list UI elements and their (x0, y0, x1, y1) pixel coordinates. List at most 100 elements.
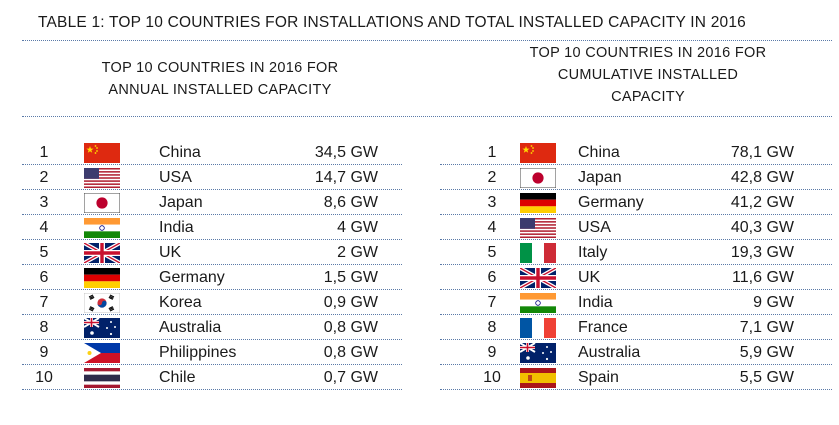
rank-cell: 8 (487, 319, 497, 336)
table-row: 1 China 78,1 GW (440, 141, 832, 165)
country-name: Spain (578, 369, 619, 386)
country-name: USA (159, 169, 192, 186)
right-heading-line: CUMULATIVE INSTALLED (557, 67, 739, 83)
table-row: 6 UK 11,6 GW (440, 266, 832, 290)
capacity-value: 34,5 GW (314, 144, 378, 161)
rank-cell: 1 (487, 144, 497, 161)
rank-cell: 4 (39, 219, 49, 236)
country-name: UK (578, 269, 601, 286)
rank-cell: 9 (487, 344, 497, 361)
right-heading-line: CAPACITY (611, 89, 685, 105)
uk-flag (520, 268, 556, 288)
philippines-flag (84, 343, 120, 363)
capacity-value: 40,3 GW (730, 219, 794, 236)
row-divider (440, 314, 832, 315)
capacity-value: 0,9 GW (323, 294, 378, 311)
table-row: 4 USA 40,3 GW (440, 216, 832, 240)
table-row: 2 Japan 42,8 GW (440, 166, 832, 190)
row-divider (440, 289, 832, 290)
thailand-flag (84, 368, 120, 388)
country-name: Germany (578, 194, 644, 211)
australia-flag (520, 343, 556, 363)
row-divider (22, 364, 402, 365)
country-name: USA (578, 219, 611, 236)
rank-cell: 5 (39, 244, 49, 261)
rank-cell: 2 (487, 169, 497, 186)
table-row: 10 Spain 5,5 GW (440, 366, 832, 390)
table-row: 4 India 4 GW (22, 216, 402, 240)
rank-cell: 3 (39, 194, 49, 211)
table-row: 3 Germany 41,2 GW (440, 191, 832, 215)
rank-cell: 7 (487, 294, 497, 311)
japan-flag (520, 168, 556, 188)
country-name: Germany (159, 269, 225, 286)
left-heading-line: TOP 10 COUNTRIES IN 2016 FOR (101, 60, 339, 76)
capacity-value: 0,7 GW (323, 369, 378, 386)
china-flag (84, 143, 120, 163)
table-row: 7 India 9 GW (440, 291, 832, 315)
capacity-value: 0,8 GW (323, 319, 378, 336)
row-divider (440, 264, 832, 265)
table-row: 2 USA 14,7 GW (22, 166, 402, 190)
capacity-value: 19,3 GW (730, 244, 794, 261)
row-divider (22, 314, 402, 315)
title-divider (22, 40, 832, 41)
capacity-value: 78,1 GW (730, 144, 794, 161)
germany-flag (520, 193, 556, 213)
rank-cell: 10 (483, 369, 501, 386)
left-heading-line: ANNUAL INSTALLED CAPACITY (108, 82, 332, 98)
capacity-value: 7,1 GW (739, 319, 794, 336)
italy-flag (520, 243, 556, 263)
rank-cell: 9 (39, 344, 49, 361)
capacity-value: 9 GW (753, 294, 794, 311)
country-name: Korea (159, 294, 202, 311)
row-divider (22, 264, 402, 265)
rank-cell: 8 (39, 319, 49, 336)
row-divider (22, 239, 402, 240)
table-row: 5 UK 2 GW (22, 241, 402, 265)
capacity-value: 1,5 GW (323, 269, 378, 286)
usa-flag (520, 218, 556, 238)
capacity-value: 4 GW (337, 219, 378, 236)
country-name: Italy (578, 244, 608, 261)
country-name: India (578, 294, 613, 311)
row-divider (440, 389, 832, 390)
capacity-value: 14,7 GW (314, 169, 378, 186)
uk-flag (84, 243, 120, 263)
table-row: 9 Philippines 0,8 GW (22, 341, 402, 365)
capacity-value: 11,6 GW (732, 269, 794, 286)
capacity-value: 42,8 GW (730, 169, 794, 186)
country-name: Japan (578, 169, 622, 186)
table-row: 7 Korea 0,9 GW (22, 291, 402, 315)
japan-flag (84, 193, 120, 213)
table-row: 1 China 34,5 GW (22, 141, 402, 165)
row-divider (22, 189, 402, 190)
capacity-value: 0,8 GW (323, 344, 378, 361)
country-name: Australia (578, 344, 641, 361)
capacity-value: 41,2 GW (730, 194, 794, 211)
spain-flag (520, 368, 556, 388)
france-flag (520, 318, 556, 338)
rank-cell: 3 (487, 194, 497, 211)
country-name: Chile (159, 369, 196, 386)
table-row: 5 Italy 19,3 GW (440, 241, 832, 265)
right-heading: TOP 10 COUNTRIES IN 2016 FOR CUMULATIVE … (478, 42, 818, 108)
country-name: China (159, 144, 201, 161)
row-divider (22, 339, 402, 340)
country-name: China (578, 144, 620, 161)
table-row: 6 Germany 1,5 GW (22, 266, 402, 290)
rank-cell: 6 (39, 269, 49, 286)
table-row: 3 Japan 8,6 GW (22, 191, 402, 215)
china-flag (520, 143, 556, 163)
row-divider (440, 239, 832, 240)
rank-cell: 7 (39, 294, 49, 311)
country-name: Japan (159, 194, 203, 211)
row-divider (440, 164, 832, 165)
table-title: TABLE 1: TOP 10 COUNTRIES FOR INSTALLATI… (38, 14, 746, 31)
australia-flag (84, 318, 120, 338)
germany-flag (84, 268, 120, 288)
table-row: 10 Chile 0,7 GW (22, 366, 402, 390)
row-divider (22, 289, 402, 290)
country-name: Australia (159, 319, 222, 336)
table-row: 9 Australia 5,9 GW (440, 341, 832, 365)
